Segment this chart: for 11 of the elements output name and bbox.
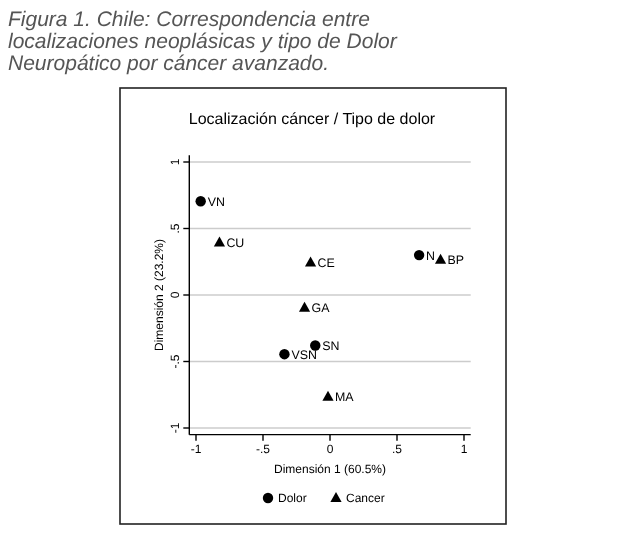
point <box>195 196 206 207</box>
point <box>279 348 290 360</box>
chart-title: Localización cáncer / Tipo de dolor <box>188 110 436 128</box>
point <box>413 249 425 261</box>
point <box>434 253 447 264</box>
point <box>322 390 334 401</box>
point <box>304 256 317 267</box>
point <box>298 301 311 312</box>
point <box>213 236 226 247</box>
point <box>310 340 321 351</box>
chart-subtitle: Figura 1. Chile: Correspondencia entre localizaciones neoplásicas y tipo de Dolor Neuropático por cáncer avanzado. <box>8 8 398 76</box>
